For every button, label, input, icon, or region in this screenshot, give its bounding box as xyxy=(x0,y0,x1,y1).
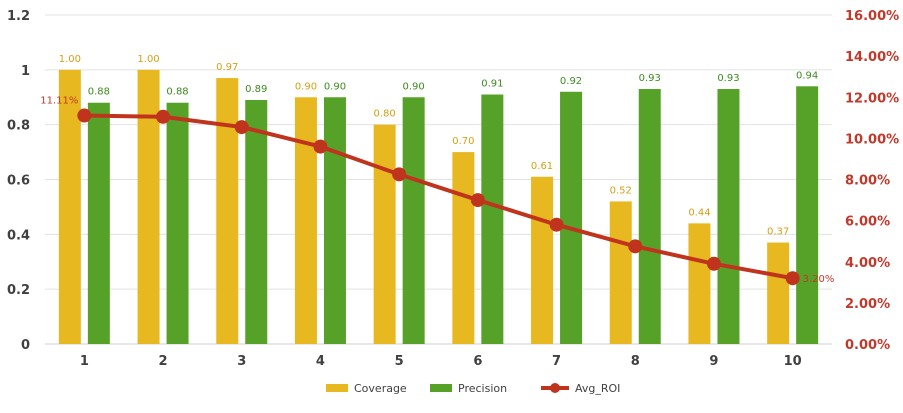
coverage-legend-swatch xyxy=(326,384,348,392)
x-tick-label: 9 xyxy=(709,354,718,369)
precision-data-label: 0.91 xyxy=(481,79,503,90)
roi-point xyxy=(785,271,800,286)
coverage-data-label: 0.61 xyxy=(531,161,553,172)
roi-point xyxy=(234,120,249,135)
precision-data-label: 0.90 xyxy=(403,81,425,92)
avg_roi-legend-label: Avg_ROI xyxy=(575,382,620,395)
precision-bar xyxy=(638,89,661,345)
roi-point xyxy=(313,139,328,154)
x-tick-label: 4 xyxy=(316,354,325,369)
coverage-data-label: 0.37 xyxy=(767,227,789,238)
roi-point xyxy=(156,109,171,124)
bars xyxy=(58,69,819,345)
x-tick-label: 1 xyxy=(80,354,89,369)
right-tick-label: 4.00% xyxy=(845,256,890,271)
right-tick-label: 8.00% xyxy=(845,174,890,189)
precision-data-label: 0.88 xyxy=(166,87,188,98)
x-tick-label: 3 xyxy=(237,354,246,369)
data-labels: 1.00 1.00 0.97 0.90 0.80 0.70 0.61 0.52 0.44 0.37… xyxy=(40,54,834,285)
right-tick-label: 2.00% xyxy=(845,297,890,312)
avg_roi-legend-marker xyxy=(550,383,560,393)
precision-data-label: 0.92 xyxy=(560,76,582,87)
coverage-data-label: 1.00 xyxy=(137,54,159,65)
precision-bar xyxy=(166,102,189,344)
coverage-bar xyxy=(609,201,632,344)
right-tick-label: 10.00% xyxy=(845,132,899,147)
precision-bar xyxy=(481,94,504,344)
left-tick-label: 0.4 xyxy=(7,228,30,243)
right-tick-label: 0.00% xyxy=(845,338,890,353)
right-tick-label: 14.00% xyxy=(845,50,899,65)
precision-bar xyxy=(717,89,740,345)
coverage-data-label: 1.00 xyxy=(59,54,81,65)
coverage-bar xyxy=(688,223,711,344)
left-tick-label: 0.6 xyxy=(7,174,30,189)
roi-point xyxy=(392,167,407,182)
roi-point xyxy=(77,108,92,123)
coverage-data-label: 0.44 xyxy=(688,207,710,218)
precision-data-label: 0.94 xyxy=(796,70,818,81)
coverage-bar xyxy=(58,69,81,344)
roi-line-path xyxy=(84,113,794,281)
right-tick-label: 6.00% xyxy=(845,215,890,230)
roi-point xyxy=(549,217,564,232)
x-tick-label: 2 xyxy=(159,354,168,369)
coverage-bar xyxy=(452,152,475,344)
roi-line xyxy=(77,108,800,286)
precision-data-label: 0.93 xyxy=(639,73,661,84)
precision-data-label: 0.89 xyxy=(245,84,267,95)
legend: Coverage Precision Avg_ROI xyxy=(326,382,620,395)
precision-bar xyxy=(87,102,110,344)
x-tick-label: 10 xyxy=(784,354,802,369)
left-tick-label: 1 xyxy=(21,64,30,79)
coverage-data-label: 0.80 xyxy=(374,109,396,120)
axes: 0 0.2 0.4 0.6 0.8 1 1.2 0.00% 2.00% 4.00% 6.00% 8.0… xyxy=(7,9,899,369)
roi-data-label: 3.20% xyxy=(803,274,835,285)
left-tick-label: 0.8 xyxy=(7,119,30,134)
roi-point xyxy=(706,256,721,271)
x-tick-label: 6 xyxy=(473,354,482,369)
coverage-data-label: 0.90 xyxy=(295,81,317,92)
precision-data-label: 0.88 xyxy=(88,87,110,98)
precision-legend-swatch xyxy=(430,384,452,392)
precision-bar xyxy=(560,91,583,345)
precision-data-label: 0.90 xyxy=(324,81,346,92)
coverage-bar xyxy=(373,124,396,345)
right-tick-label: 16.00% xyxy=(845,9,899,24)
left-tick-label: 0.2 xyxy=(7,283,30,298)
coverage-bar xyxy=(294,97,317,344)
precision-legend-label: Precision xyxy=(458,382,507,395)
precision-data-label: 0.93 xyxy=(717,73,739,84)
grid-lines xyxy=(45,14,832,345)
x-tick-label: 5 xyxy=(395,354,404,369)
precision-bar xyxy=(402,97,425,344)
coverage-legend-label: Coverage xyxy=(354,382,407,395)
roi-point xyxy=(628,239,643,254)
coverage-data-label: 0.52 xyxy=(610,185,632,196)
coverage-bar xyxy=(531,176,554,344)
coverage-bar xyxy=(767,242,790,344)
coverage-bar xyxy=(216,78,239,344)
coverage-bar xyxy=(137,69,160,344)
left-tick-label: 1.2 xyxy=(7,9,30,24)
coverage-data-label: 0.97 xyxy=(216,62,238,73)
precision-bar xyxy=(323,97,346,344)
roi-data-label: 11.11% xyxy=(40,96,78,107)
precision-bar xyxy=(796,86,819,345)
left-tick-label: 0 xyxy=(21,338,30,353)
precision-bar xyxy=(245,99,268,344)
roi-point xyxy=(470,193,485,208)
coverage-data-label: 0.70 xyxy=(452,136,474,147)
x-tick-label: 7 xyxy=(552,354,561,369)
x-tick-label: 8 xyxy=(631,354,640,369)
right-tick-label: 12.00% xyxy=(845,91,899,106)
